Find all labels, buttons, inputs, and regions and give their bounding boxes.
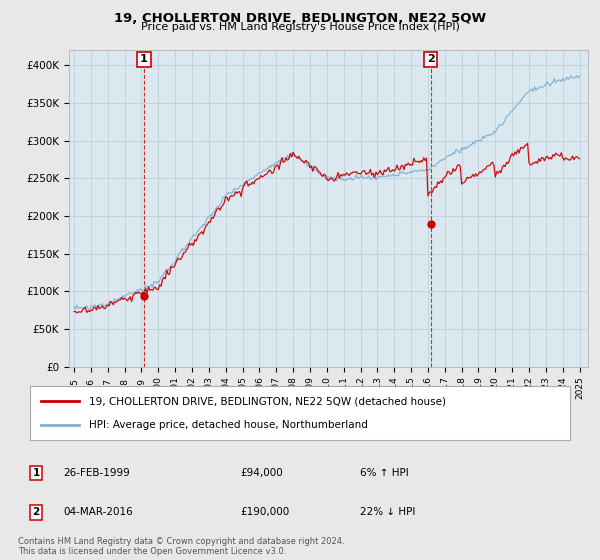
Text: £94,000: £94,000 — [240, 468, 283, 478]
Text: 1: 1 — [140, 54, 148, 64]
Text: 2: 2 — [32, 507, 40, 517]
Text: 22% ↓ HPI: 22% ↓ HPI — [360, 507, 415, 517]
Text: Price paid vs. HM Land Registry's House Price Index (HPI): Price paid vs. HM Land Registry's House … — [140, 22, 460, 32]
Text: This data is licensed under the Open Government Licence v3.0.: This data is licensed under the Open Gov… — [18, 548, 286, 557]
Text: Contains HM Land Registry data © Crown copyright and database right 2024.: Contains HM Land Registry data © Crown c… — [18, 538, 344, 547]
Text: 1: 1 — [32, 468, 40, 478]
Text: 19, CHOLLERTON DRIVE, BEDLINGTON, NE22 5QW: 19, CHOLLERTON DRIVE, BEDLINGTON, NE22 5… — [114, 12, 486, 25]
Text: 6% ↑ HPI: 6% ↑ HPI — [360, 468, 409, 478]
Text: 2: 2 — [427, 54, 434, 64]
Text: £190,000: £190,000 — [240, 507, 289, 517]
Text: 19, CHOLLERTON DRIVE, BEDLINGTON, NE22 5QW (detached house): 19, CHOLLERTON DRIVE, BEDLINGTON, NE22 5… — [89, 396, 446, 407]
Text: 26-FEB-1999: 26-FEB-1999 — [63, 468, 130, 478]
Text: 04-MAR-2016: 04-MAR-2016 — [63, 507, 133, 517]
Text: HPI: Average price, detached house, Northumberland: HPI: Average price, detached house, Nort… — [89, 419, 368, 430]
